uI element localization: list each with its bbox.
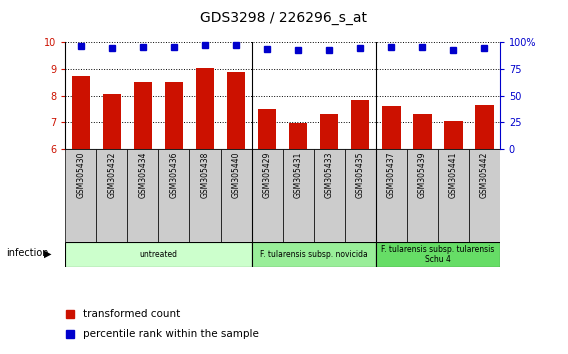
Bar xyxy=(314,149,345,242)
Bar xyxy=(195,69,214,149)
Text: ▶: ▶ xyxy=(44,248,51,258)
Text: GSM305437: GSM305437 xyxy=(387,152,396,198)
Text: GSM305430: GSM305430 xyxy=(76,152,85,198)
Text: GSM305434: GSM305434 xyxy=(139,152,148,198)
Text: GDS3298 / 226296_s_at: GDS3298 / 226296_s_at xyxy=(201,11,367,25)
Text: GSM305435: GSM305435 xyxy=(356,152,365,198)
Text: F. tularensis subsp. tularensis
Schu 4: F. tularensis subsp. tularensis Schu 4 xyxy=(381,245,495,264)
Text: GSM305440: GSM305440 xyxy=(232,152,240,198)
Bar xyxy=(375,242,500,267)
Text: GSM305431: GSM305431 xyxy=(294,152,303,198)
Bar xyxy=(351,101,369,149)
Bar xyxy=(65,149,97,242)
Text: GSM305438: GSM305438 xyxy=(201,152,210,198)
Text: GSM305441: GSM305441 xyxy=(449,152,458,198)
Bar xyxy=(252,242,375,267)
Bar xyxy=(345,149,375,242)
Bar xyxy=(158,149,190,242)
Bar xyxy=(407,149,438,242)
Bar xyxy=(252,149,283,242)
Text: GSM305439: GSM305439 xyxy=(417,152,427,198)
Bar xyxy=(375,149,407,242)
Text: percentile rank within the sample: percentile rank within the sample xyxy=(83,329,258,339)
Text: untreated: untreated xyxy=(139,250,177,259)
Bar xyxy=(97,149,127,242)
Text: infection: infection xyxy=(6,248,48,258)
Text: transformed count: transformed count xyxy=(83,309,180,319)
Text: GSM305433: GSM305433 xyxy=(325,152,333,198)
Bar xyxy=(469,149,500,242)
Bar xyxy=(133,82,152,149)
Bar xyxy=(127,149,158,242)
Bar xyxy=(258,109,277,149)
Text: GSM305429: GSM305429 xyxy=(262,152,272,198)
Bar xyxy=(65,242,252,267)
Bar xyxy=(103,94,121,149)
Bar xyxy=(72,76,90,149)
Bar xyxy=(227,72,245,149)
Bar xyxy=(289,123,307,149)
Text: GSM305436: GSM305436 xyxy=(169,152,178,198)
Text: GSM305432: GSM305432 xyxy=(107,152,116,198)
Text: F. tularensis subsp. novicida: F. tularensis subsp. novicida xyxy=(260,250,367,259)
Bar xyxy=(438,149,469,242)
Bar xyxy=(190,149,220,242)
Bar xyxy=(475,105,494,149)
Bar xyxy=(283,149,314,242)
Bar xyxy=(382,106,400,149)
Bar xyxy=(165,82,183,149)
Bar xyxy=(320,114,339,149)
Text: GSM305442: GSM305442 xyxy=(480,152,489,198)
Bar xyxy=(220,149,252,242)
Bar xyxy=(444,121,462,149)
Bar xyxy=(413,114,432,149)
